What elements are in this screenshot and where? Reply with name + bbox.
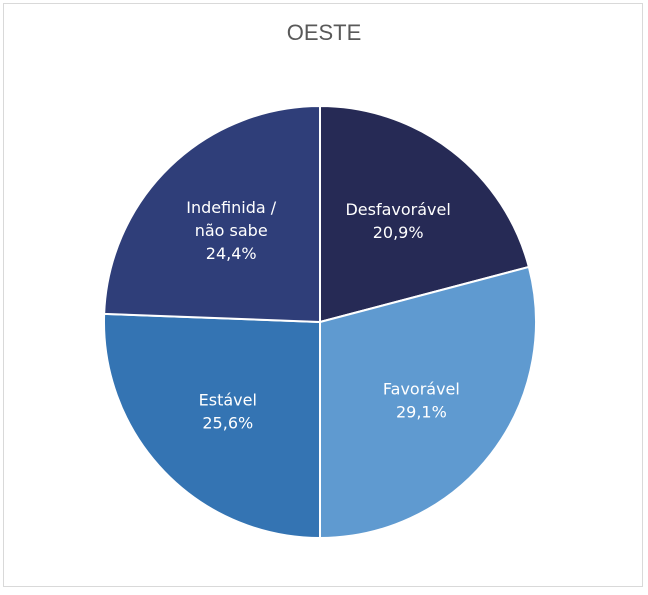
- pie-label-value: 25,6%: [202, 413, 253, 432]
- pie-label-name: Indefinida /: [186, 198, 277, 217]
- pie-label-value: 24,4%: [206, 244, 257, 263]
- pie-label-3: Indefinida / não sabe 24,4%: [186, 198, 277, 263]
- pie-labels: Desfavorável 20,9% Favorável 29,1% Estável 25…: [186, 198, 460, 432]
- pie-label-value: 20,9%: [373, 223, 424, 242]
- pie-label-1: Favorável 29,1%: [383, 380, 460, 422]
- pie-slice-3: [103, 104, 321, 324]
- pie-label-name: Favorável: [383, 380, 460, 399]
- chart-title: OESTE: [286, 20, 362, 45]
- pie-label-0: Desfavorável 20,9%: [345, 200, 450, 242]
- pie-slice-2: [103, 312, 321, 540]
- pie-label-name: Desfavorável: [345, 200, 450, 219]
- pie-slices: [103, 104, 537, 540]
- pie-label-name: Estável: [199, 390, 257, 409]
- pie-label-value: 29,1%: [396, 403, 447, 422]
- pie-slice-1: [319, 265, 537, 540]
- pie-slice-0: [319, 104, 531, 324]
- pie-label-name: não sabe: [195, 221, 268, 240]
- pie-label-2: Estável 25,6%: [199, 390, 257, 432]
